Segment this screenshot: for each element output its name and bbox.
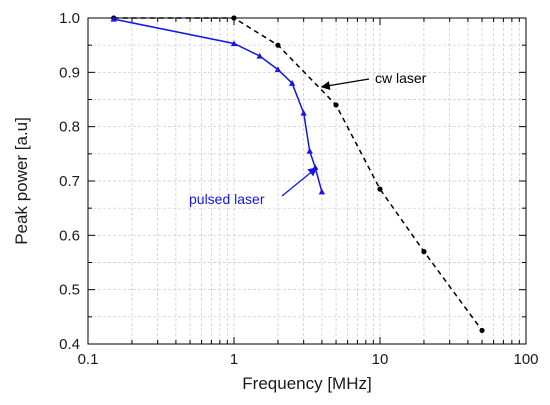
data-point-pulsed <box>110 15 117 22</box>
y-tick-label: 1.0 <box>59 10 80 27</box>
y-axis-label: Peak power [a.u] <box>12 117 31 245</box>
y-tick-label: 0.8 <box>59 119 80 136</box>
x-tick-label: 0.1 <box>78 351 99 368</box>
y-tick-label: 0.4 <box>59 336 80 353</box>
data-point-cw <box>421 249 427 255</box>
data-point-pulsed <box>230 40 238 47</box>
data-point-pulsed <box>274 66 282 73</box>
y-tick-label: 0.7 <box>59 173 80 190</box>
x-tick-label: 100 <box>513 351 538 368</box>
grid <box>88 18 526 344</box>
data-point-pulsed <box>318 188 326 195</box>
y-tick-label: 0.6 <box>59 227 80 244</box>
annotation-pulsed-laser: pulsed laser <box>189 191 265 207</box>
series-layer <box>110 15 485 334</box>
annotation-cw-laser: cw laser <box>375 70 427 86</box>
data-point-pulsed <box>256 52 263 59</box>
annotation-arrow-pulsed <box>281 167 318 197</box>
y-tick-label: 0.5 <box>59 282 80 299</box>
data-point-cw <box>479 327 485 334</box>
y-tick-label: 0.9 <box>59 64 80 81</box>
data-point-pulsed <box>288 80 296 86</box>
annotations: cw laser pulsed laser <box>189 70 427 207</box>
data-point-cw <box>275 42 281 48</box>
axis-ticks: 0.1 1 10 100 0.4 0.5 0.6 0.7 0.8 0.9 1.0 <box>59 10 538 368</box>
data-point-cw <box>231 15 237 21</box>
data-point-pulsed <box>306 147 313 154</box>
data-point-pulsed <box>300 109 307 116</box>
series-line-cw <box>113 17 483 331</box>
x-tick-label: 10 <box>372 351 389 368</box>
data-point-cw <box>333 102 339 108</box>
x-axis-label: Frequency [MHz] <box>242 374 371 393</box>
data-point-cw <box>377 186 383 192</box>
x-tick-label: 1 <box>230 351 238 368</box>
annotation-arrow-cw <box>320 78 370 91</box>
